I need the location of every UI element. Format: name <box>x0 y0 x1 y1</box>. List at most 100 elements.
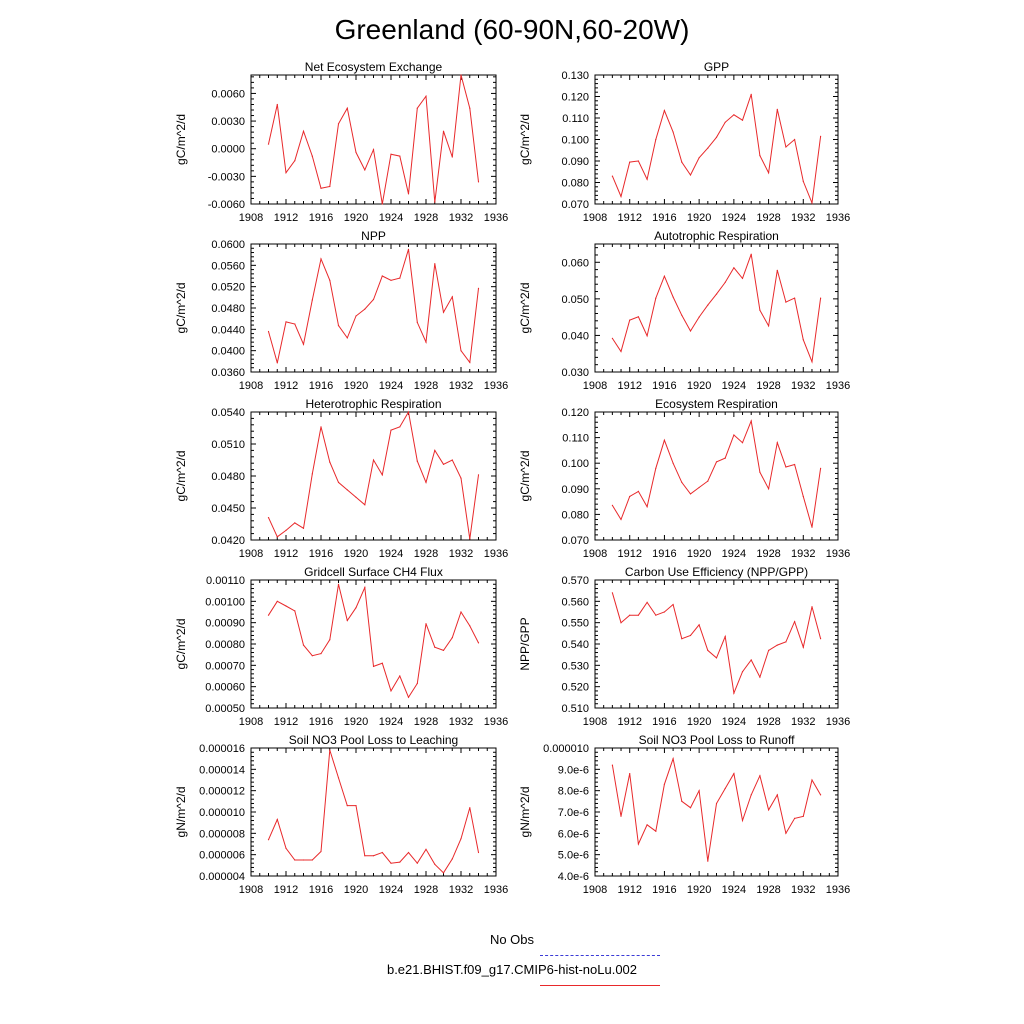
y-tick-label: 0.550 <box>561 618 589 630</box>
data-point <box>399 277 401 279</box>
data-point <box>724 281 726 283</box>
y-tick-label: 0.0520 <box>211 282 245 294</box>
x-tick-label: 1912 <box>274 884 298 896</box>
data-point <box>285 605 287 607</box>
data-point <box>451 296 453 298</box>
y-axis-label: gN/m^2/d <box>518 787 532 838</box>
data-point <box>329 749 331 751</box>
data-point <box>460 477 462 479</box>
x-tick-label: 1924 <box>379 380 403 392</box>
data-point <box>337 481 340 483</box>
x-tick-label: 1908 <box>239 716 263 728</box>
data-point <box>802 495 804 498</box>
plot-frame <box>594 243 839 373</box>
data-point <box>434 449 436 451</box>
y-tick-label: 0.0510 <box>211 439 245 451</box>
data-point <box>346 337 348 339</box>
data-point <box>724 121 726 123</box>
data-point <box>425 481 427 483</box>
data-point <box>320 187 322 189</box>
x-tick-label: 1936 <box>826 548 850 560</box>
data-point <box>698 624 700 626</box>
data-point <box>355 151 357 153</box>
y-tick-label: 0.0540 <box>211 407 245 419</box>
data-point <box>750 253 752 255</box>
data-point <box>672 603 674 606</box>
data-point <box>390 279 392 281</box>
data-point <box>329 279 331 281</box>
x-tick-label: 1928 <box>414 716 438 728</box>
data-point <box>434 201 436 203</box>
data-point <box>663 611 666 613</box>
x-tick-label: 1924 <box>379 884 403 896</box>
data-point <box>820 794 822 796</box>
legend-line-no-obs <box>540 955 660 956</box>
y-axis-label: gC/m^2/d <box>518 451 532 502</box>
data-point <box>337 583 340 585</box>
data-point <box>768 488 770 490</box>
data-point <box>655 467 657 469</box>
data-point <box>477 181 480 183</box>
data-point <box>620 350 622 353</box>
data-point <box>802 815 804 817</box>
y-tick-label: 0.000012 <box>199 786 245 798</box>
series-line <box>268 749 479 874</box>
y-tick-label: 0.000006 <box>199 850 245 862</box>
data-point <box>302 859 305 861</box>
x-tick-label: 1924 <box>722 884 746 896</box>
data-point <box>681 638 683 640</box>
x-tick-label: 1916 <box>652 716 676 728</box>
x-tick-label: 1924 <box>379 212 403 224</box>
y-tick-label: 0.0030 <box>211 116 245 128</box>
data-point <box>655 614 657 616</box>
data-point <box>646 824 648 826</box>
data-point <box>477 474 480 476</box>
x-tick-label: 1916 <box>309 380 333 392</box>
data-point <box>715 136 718 138</box>
x-tick-label: 1912 <box>617 884 641 896</box>
data-point <box>285 172 287 174</box>
x-tick-label: 1920 <box>687 884 711 896</box>
data-point <box>372 665 375 668</box>
data-point <box>329 639 331 641</box>
data-point <box>689 174 692 176</box>
panel-title: Soil NO3 Pool Loss to Runoff <box>639 733 796 747</box>
data-point <box>811 526 813 528</box>
data-point <box>620 815 622 817</box>
x-tick-label: 1932 <box>791 716 815 728</box>
data-point <box>364 169 366 171</box>
data-point <box>655 297 657 299</box>
y-tick-label: 0.000010 <box>543 743 589 755</box>
x-tick-label: 1936 <box>484 548 508 560</box>
y-tick-label: 0.000010 <box>199 807 245 819</box>
data-point <box>390 153 392 155</box>
data-point <box>663 439 666 441</box>
data-point <box>302 343 305 345</box>
data-point <box>434 646 436 648</box>
data-point <box>724 457 726 459</box>
x-tick-label: 1916 <box>652 884 676 896</box>
data-point <box>681 314 683 316</box>
panel-4: Autotrophic Respiration gC/m^2/d 1908 1912 1… <box>518 229 850 392</box>
y-axis-label: gC/m^2/d <box>174 619 188 670</box>
data-point <box>733 773 735 775</box>
data-point <box>390 690 392 692</box>
y-tick-label: 0.570 <box>561 575 589 587</box>
y-tick-label: 0.0060 <box>211 88 245 100</box>
data-point <box>733 114 735 116</box>
y-axis-label: gN/m^2/d <box>174 787 188 838</box>
data-point <box>655 138 657 141</box>
x-tick-label: 1936 <box>826 716 850 728</box>
data-point <box>294 859 296 861</box>
y-tick-label: 0.00090 <box>205 618 245 630</box>
data-point <box>802 339 804 341</box>
y-tick-label: 0.530 <box>561 660 589 672</box>
data-point <box>416 682 418 685</box>
x-tick-label: 1920 <box>687 548 711 560</box>
data-point <box>425 95 427 97</box>
series-line <box>611 94 822 205</box>
y-tick-label: 0.060 <box>561 257 589 269</box>
y-tick-label: 0.120 <box>561 407 589 419</box>
data-point <box>646 335 648 337</box>
data-point <box>672 462 674 464</box>
